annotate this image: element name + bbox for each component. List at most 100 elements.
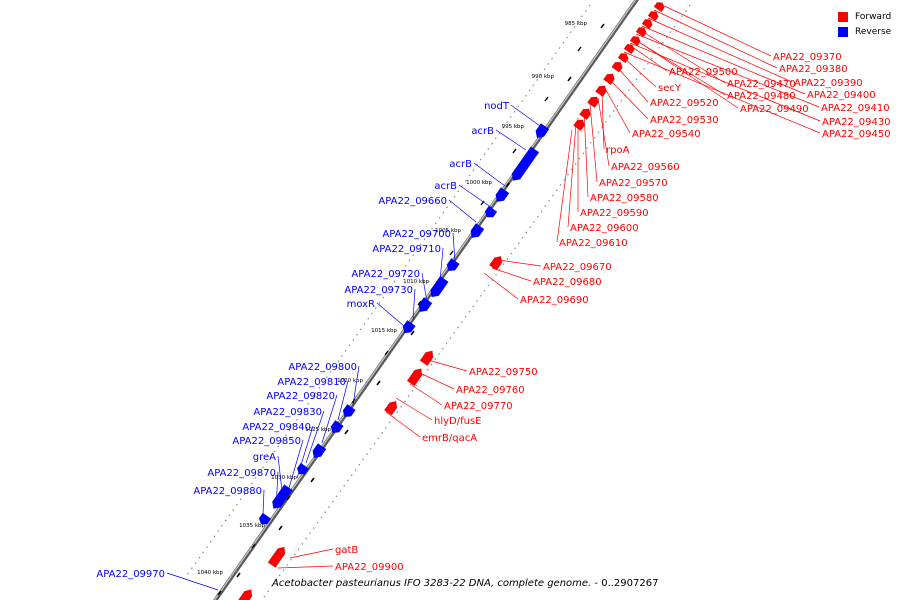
forward-gene: [647, 11, 659, 22]
forward-gene-label: APA22_09760: [456, 385, 525, 396]
label-leader: [277, 565, 334, 569]
forward-gene-label: secY: [658, 83, 682, 94]
forward-gene: [383, 400, 398, 416]
reverse-gene-label: APA22_09700: [382, 229, 451, 240]
label-leader: [321, 394, 338, 444]
reverse-gene-label: moxR: [347, 299, 375, 310]
label-leader: [641, 25, 806, 95]
reverse-gene-label: APA22_09850: [232, 436, 301, 447]
reverse-gene-label: APA22_09970: [96, 569, 165, 580]
tick-mark: [600, 23, 605, 29]
caption-range: - 0..2907267: [591, 578, 659, 589]
label-leader: [597, 97, 610, 167]
tick-mark: [236, 572, 241, 578]
label-leader: [623, 57, 657, 88]
reverse-gene: [342, 403, 356, 418]
reverse-gene-label: APA22_09820: [266, 391, 335, 402]
label-leader: [352, 365, 360, 406]
tick-mark: [251, 543, 256, 549]
label-leader: [448, 199, 477, 223]
reverse-gene: [296, 462, 310, 475]
reverse-gene: [535, 123, 550, 138]
forward-gene-label: APA22_09600: [570, 223, 639, 234]
tick-mark: [344, 429, 349, 435]
reverse-gene: [418, 297, 433, 312]
reverse-gene-label: nodT: [484, 101, 510, 112]
label-leader: [635, 39, 739, 109]
label-leader: [395, 397, 433, 421]
label-leader: [296, 425, 314, 479]
tick-mark: [544, 96, 549, 102]
tick-mark: [376, 380, 381, 386]
reverse-gene-label: acrB: [434, 181, 457, 192]
forward-gene: [238, 589, 253, 600]
forward-gene: [641, 19, 653, 30]
label-leader: [483, 272, 519, 300]
label-leader: [473, 162, 506, 187]
label-leader: [421, 272, 428, 303]
reverse-gene-label: APA22_09830: [253, 407, 322, 418]
forward-gene: [635, 27, 647, 38]
reverse-gene-label: acrB: [449, 159, 472, 170]
label-leader: [623, 51, 821, 134]
forward-gene-label: APA22_09570: [599, 178, 668, 189]
label-leader: [427, 359, 468, 372]
label-leader: [376, 302, 405, 327]
reverse-gene: [511, 146, 540, 181]
legend-reverse: Reverse: [838, 24, 891, 39]
reverse-gene: [470, 223, 485, 238]
tick-mark: [217, 590, 222, 596]
tick-mark: [310, 477, 315, 483]
label-leader: [305, 410, 325, 464]
forward-gene-label: APA22_09590: [580, 208, 649, 219]
tick-label: 995 kbp: [502, 124, 525, 130]
label-leader: [627, 43, 668, 72]
reverse-gene-label: APA22_09870: [207, 468, 276, 479]
tick-label: 1025 kbp: [305, 427, 331, 433]
label-leader: [288, 439, 304, 489]
reverse-gene-label: APA22_09660: [378, 196, 447, 207]
forward-gene-label: APA22_09470: [727, 79, 796, 90]
label-leader: [659, 3, 772, 57]
forward-gene: [573, 119, 585, 132]
reverse-gene-label: greA: [253, 452, 276, 463]
tick-mark: [410, 330, 415, 336]
caption-organism: Acetobacter pasteurianus IFO 3283-22 DNA…: [272, 578, 592, 589]
label-leader: [601, 93, 605, 150]
tick-label: 1015 kbp: [371, 328, 397, 334]
legend: Forward Reverse: [838, 9, 891, 39]
label-leader: [262, 489, 265, 516]
tick-mark: [384, 350, 389, 356]
label-leader: [412, 288, 416, 321]
tick-label: 1030 kbp: [271, 475, 297, 481]
tick-label: 1000 kbp: [466, 180, 492, 186]
tick-mark: [417, 300, 422, 306]
label-leader: [337, 380, 349, 421]
forward-gene-label: APA22_09750: [469, 367, 538, 378]
tick-label: 1020 kbp: [337, 378, 363, 384]
genome-caption: Acetobacter pasteurianus IFO 3283-22 DNA…: [272, 578, 658, 589]
forward-gene-label: emrB/qacA: [422, 433, 477, 444]
label-leader: [611, 81, 649, 120]
label-leader: [556, 129, 573, 243]
legend-reverse-label: Reverse: [855, 26, 892, 37]
reverse-gene-label: APA22_09730: [344, 285, 413, 296]
reverse-gene: [484, 205, 498, 218]
tick-label: 1040 kbp: [197, 570, 223, 576]
tick-label: 985 kbp: [565, 21, 588, 27]
label-leader: [605, 89, 631, 134]
forward-gene-label: APA22_09370: [773, 52, 842, 63]
label-leader: [491, 267, 532, 282]
reverse-gene: [258, 512, 272, 525]
label-leader: [497, 259, 542, 267]
label-leader: [495, 129, 527, 151]
forward-gene: [603, 73, 615, 86]
forward-gene-label: APA22_09500: [669, 67, 738, 78]
forward-gene-label: APA22_09410: [821, 103, 890, 114]
forward-gene-label: APA22_09400: [807, 90, 876, 101]
forward-gene: [617, 53, 629, 64]
label-leader: [647, 17, 793, 83]
reverse-gene: [430, 275, 449, 298]
forward-gene: [406, 368, 423, 387]
